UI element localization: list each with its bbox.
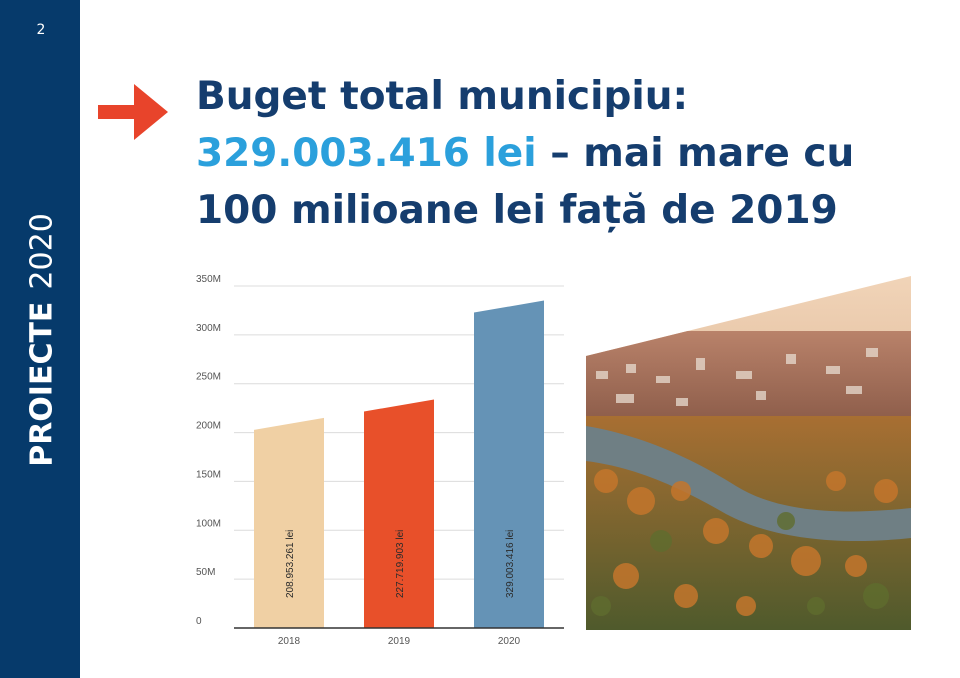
page-number: 2 (36, 22, 46, 38)
sidebar-title-year: 2020 (24, 213, 60, 290)
title-line-2: – mai mare cu (536, 131, 855, 176)
bar (474, 300, 544, 628)
page-title: Buget total municipiu: 329.003.416 lei –… (196, 68, 936, 239)
bar (364, 399, 434, 628)
y-tick-label: 150M (196, 469, 221, 480)
y-tick-label: 250M (196, 372, 221, 383)
y-tick-label: 0 (196, 616, 202, 627)
title-line-1: Buget total municipiu: (196, 74, 689, 119)
sidebar: 2 PROIECTE 2020 (0, 0, 80, 678)
x-tick-label: 2019 (388, 636, 411, 647)
y-tick-label: 100M (196, 518, 221, 529)
sidebar-title-bold: PROIECTE (24, 301, 60, 467)
x-tick-label: 2020 (498, 636, 521, 647)
bar-value-label: 208.953.261 lei (285, 530, 296, 598)
x-tick-label: 2018 (278, 636, 301, 647)
y-tick-label: 300M (196, 323, 221, 334)
y-tick-label: 50M (196, 567, 215, 578)
y-tick-label: 200M (196, 421, 221, 432)
bar-value-label: 227.719.903 lei (395, 530, 406, 598)
y-tick-label: 350M (196, 274, 221, 285)
arrow-right-icon (98, 84, 168, 140)
sidebar-title: PROIECTE 2020 (25, 213, 60, 467)
city-aerial-photo (586, 276, 911, 630)
budget-bar-chart: 0 50M 100M 150M 200M 250M 300M 350M 208.953.261 … (196, 274, 564, 647)
bar (254, 417, 324, 628)
title-budget-amount: 329.003.416 lei (196, 131, 537, 176)
bar-value-label: 329.003.416 lei (505, 530, 516, 598)
title-line-3: 100 milioane lei față de 2019 (196, 188, 838, 233)
